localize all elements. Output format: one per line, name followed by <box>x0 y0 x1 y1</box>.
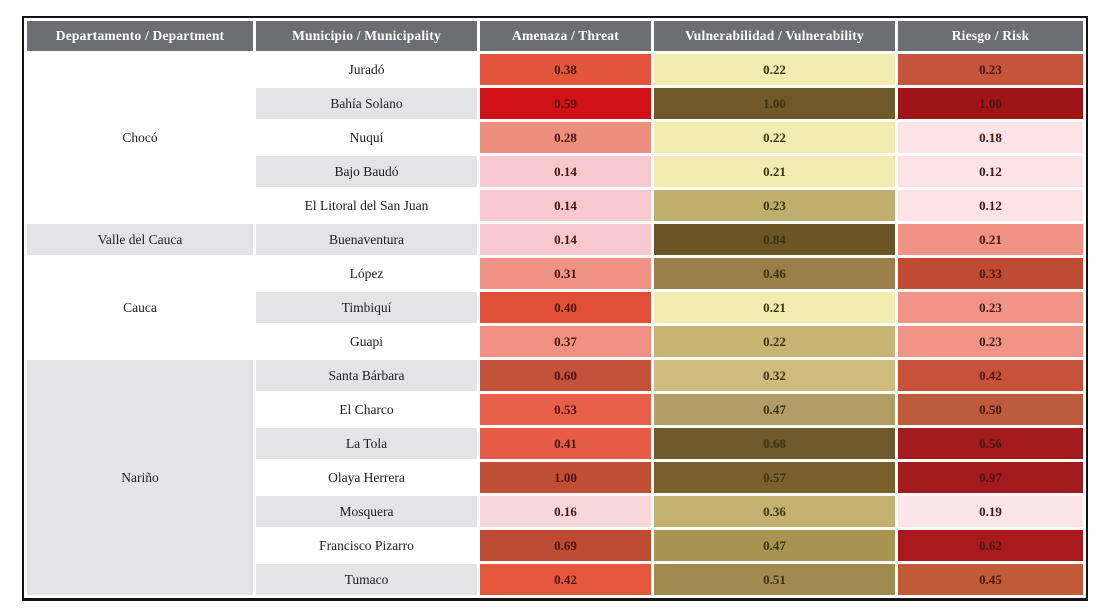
vulnerability-cell: 0.68 <box>654 428 895 459</box>
municipality-cell: Bajo Baudó <box>256 156 477 187</box>
threat-cell: 0.38 <box>480 54 651 85</box>
threat-cell: 0.14 <box>480 156 651 187</box>
vulnerability-cell: 0.22 <box>654 326 895 357</box>
threat-cell: 0.53 <box>480 394 651 425</box>
municipality-cell: Mosquera <box>256 496 477 527</box>
municipality-cell: El Litoral del San Juan <box>256 190 477 221</box>
municipality-cell: Francisco Pizarro <box>256 530 477 561</box>
vulnerability-cell: 0.51 <box>654 564 895 595</box>
risk-cell: 0.23 <box>898 326 1083 357</box>
vulnerability-cell: 0.21 <box>654 292 895 323</box>
risk-cell: 0.56 <box>898 428 1083 459</box>
municipality-cell: Olaya Herrera <box>256 462 477 493</box>
vulnerability-cell: 0.23 <box>654 190 895 221</box>
risk-cell: 0.62 <box>898 530 1083 561</box>
table-row: Francisco Pizarro 0.69 0.47 0.62 <box>27 530 1083 561</box>
threat-cell: 0.41 <box>480 428 651 459</box>
threat-cell: 0.31 <box>480 258 651 289</box>
table-row: Bajo Baudó 0.14 0.21 0.12 <box>27 156 1083 187</box>
column-header-risk: Riesgo / Risk <box>898 21 1083 51</box>
threat-cell: 0.16 <box>480 496 651 527</box>
table-row: El Charco 0.53 0.47 0.50 <box>27 394 1083 425</box>
vulnerability-cell: 0.22 <box>654 122 895 153</box>
vulnerability-cell: 0.22 <box>654 54 895 85</box>
table-row: Chocó Juradó 0.38 0.22 0.23 <box>27 54 1083 221</box>
risk-cell: 0.23 <box>898 54 1083 85</box>
vulnerability-cell: 0.21 <box>654 156 895 187</box>
risk-assessment-table: Departamento / Department Municipio / Mu… <box>22 16 1088 601</box>
table-row: Tumaco 0.42 0.51 0.45 <box>27 564 1083 595</box>
risk-cell: 0.42 <box>898 360 1083 391</box>
threat-cell: 0.37 <box>480 326 651 357</box>
municipality-cell: Juradó <box>256 54 477 85</box>
threat-cell: 0.14 <box>480 190 651 221</box>
municipality-cell: Guapi <box>256 326 477 357</box>
table-row: Timbiquí 0.40 0.21 0.23 <box>27 292 1083 323</box>
table-row: La Tola 0.41 0.68 0.56 <box>27 428 1083 459</box>
municipality-cell: Buenaventura <box>256 224 477 255</box>
municipality-cell: Santa Bárbara <box>256 360 477 391</box>
threat-cell: 0.42 <box>480 564 651 595</box>
table-row: El Litoral del San Juan 0.14 0.23 0.12 <box>27 190 1083 221</box>
vulnerability-cell: 0.47 <box>654 530 895 561</box>
table-row: Nariño Santa Bárbara 0.60 0.32 0.42 <box>27 360 1083 595</box>
threat-cell: 0.40 <box>480 292 651 323</box>
risk-cell: 0.50 <box>898 394 1083 425</box>
risk-cell: 0.33 <box>898 258 1083 289</box>
table-row: Cauca López 0.31 0.46 0.33 <box>27 258 1083 357</box>
risk-cell: 0.18 <box>898 122 1083 153</box>
municipality-cell: Nuquí <box>256 122 477 153</box>
vulnerability-cell: 0.47 <box>654 394 895 425</box>
threat-cell: 0.69 <box>480 530 651 561</box>
risk-cell: 0.12 <box>898 156 1083 187</box>
column-header-threat: Amenaza / Threat <box>480 21 651 51</box>
risk-cell: 0.12 <box>898 190 1083 221</box>
threat-cell: 1.00 <box>480 462 651 493</box>
table-row: Olaya Herrera 1.00 0.57 0.97 <box>27 462 1083 493</box>
vulnerability-cell: 0.46 <box>654 258 895 289</box>
table-row: Mosquera 0.16 0.36 0.19 <box>27 496 1083 527</box>
threat-cell: 0.28 <box>480 122 651 153</box>
risk-cell: 0.23 <box>898 292 1083 323</box>
municipality-cell: El Charco <box>256 394 477 425</box>
threat-cell: 0.14 <box>480 224 651 255</box>
municipality-cell: López <box>256 258 477 289</box>
department-cell-valle-del-cauca: Valle del Cauca <box>27 224 253 255</box>
table-row: Bahía Solano 0.59 1.00 1.00 <box>27 88 1083 119</box>
vulnerability-cell: 0.32 <box>654 360 895 391</box>
column-header-municipality: Municipio / Municipality <box>256 21 477 51</box>
risk-cell: 0.21 <box>898 224 1083 255</box>
vulnerability-cell: 1.00 <box>654 88 895 119</box>
municipality-cell: Tumaco <box>256 564 477 595</box>
table-row: Valle del Cauca Buenaventura 0.14 0.84 0… <box>27 224 1083 255</box>
vulnerability-cell: 0.57 <box>654 462 895 493</box>
municipality-cell: Bahía Solano <box>256 88 477 119</box>
risk-cell: 1.00 <box>898 88 1083 119</box>
department-cell-cauca: Cauca <box>27 258 253 357</box>
municipality-cell: Timbiquí <box>256 292 477 323</box>
table-row: Guapi 0.37 0.22 0.23 <box>27 326 1083 357</box>
department-cell-narino: Nariño <box>27 360 253 595</box>
vulnerability-cell: 0.36 <box>654 496 895 527</box>
threat-cell: 0.59 <box>480 88 651 119</box>
department-cell-choco: Chocó <box>27 54 253 221</box>
table-row: Nuquí 0.28 0.22 0.18 <box>27 122 1083 153</box>
municipality-cell: La Tola <box>256 428 477 459</box>
column-header-department: Departamento / Department <box>27 21 253 51</box>
vulnerability-cell: 0.84 <box>654 224 895 255</box>
threat-cell: 0.60 <box>480 360 651 391</box>
risk-cell: 0.97 <box>898 462 1083 493</box>
column-header-vulnerability: Vulnerabilidad / Vulnerability <box>654 21 895 51</box>
risk-cell: 0.45 <box>898 564 1083 595</box>
header-row: Departamento / Department Municipio / Mu… <box>27 21 1083 51</box>
risk-cell: 0.19 <box>898 496 1083 527</box>
